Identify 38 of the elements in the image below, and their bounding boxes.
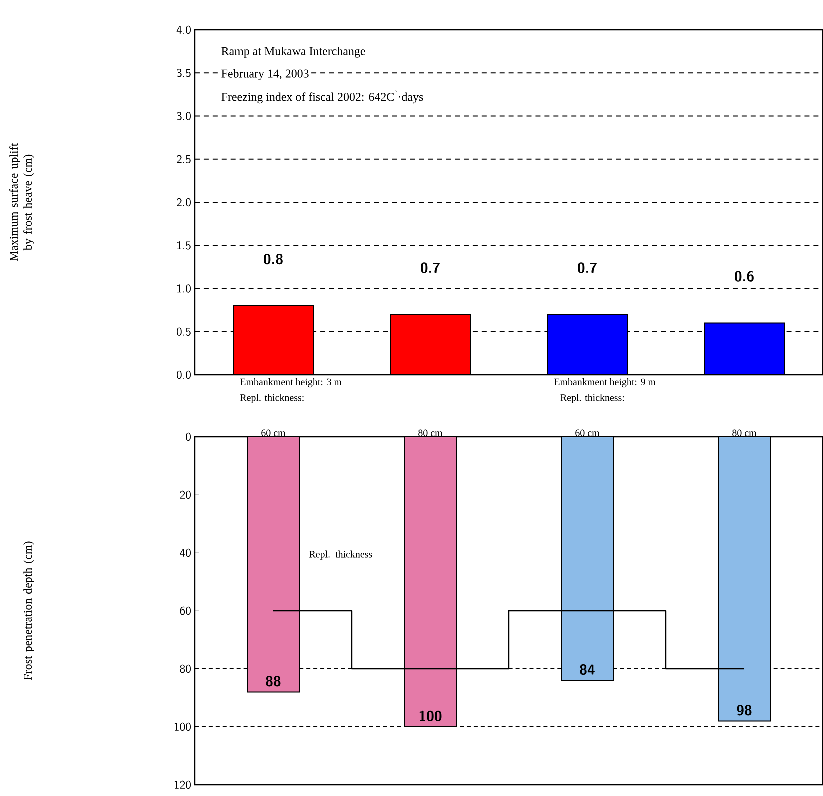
y-tick-label: 20 <box>180 490 191 500</box>
y-tick-label: 0.0 <box>176 370 191 380</box>
y-tick-label: 80 <box>180 664 191 674</box>
x-tick-label: 80 cm <box>418 430 443 436</box>
y-tick-label: 40 <box>180 548 191 558</box>
y-axis-title: Maximum surface uplift by frost heave (cm) <box>10 143 34 262</box>
data-label: 84 <box>580 664 595 676</box>
text: Repl. thickness: <box>560 394 624 404</box>
y-tick-label: 3.0 <box>176 112 191 120</box>
y-axis-title: Frost penetration depth (cm) <box>24 542 34 680</box>
x-tick-label: 80 cm <box>732 430 757 436</box>
x-tick-label: 60 cm <box>262 430 286 436</box>
y-tick-label: 0 <box>186 432 191 442</box>
text: Embankment height: 3 m <box>240 378 342 388</box>
y-tick-label: 1.5 <box>178 241 191 250</box>
x-tick-label: 60 cm <box>576 430 600 436</box>
text: Repl. thickness: <box>240 394 304 404</box>
annotation: Freezing index of fiscal 2002: 642C$^{˚}$·days <box>222 90 424 104</box>
data-label: 0.7 <box>421 262 440 274</box>
data-label: 100 <box>420 710 442 722</box>
annotation: Ramp at Mukawa Interchange <box>222 46 366 58</box>
data-label: 0.6 <box>735 271 754 282</box>
y-tick-label: 1.0 <box>178 284 191 293</box>
annotation: February 14, 2003 <box>222 69 309 80</box>
y-tick-label: 3.5 <box>176 68 191 78</box>
data-label: 88 <box>266 676 281 687</box>
y-tick-label: 100 <box>174 722 191 732</box>
y-tick-label: 2.0 <box>176 198 191 207</box>
data-label: 98 <box>737 705 752 716</box>
annotation: Repl. thickness <box>310 550 372 560</box>
text: Embankment height: 9 m <box>554 378 656 388</box>
y-tick-label: 0.5 <box>176 328 191 336</box>
y-tick-label: 4.0 <box>176 26 191 34</box>
y-tick-label: 2.5 <box>176 155 191 164</box>
y-tick-label: 120 <box>174 780 191 790</box>
data-label: 0.7 <box>578 262 597 274</box>
data-label: 0.8 <box>264 254 283 265</box>
y-tick-label: 60 <box>180 606 191 616</box>
